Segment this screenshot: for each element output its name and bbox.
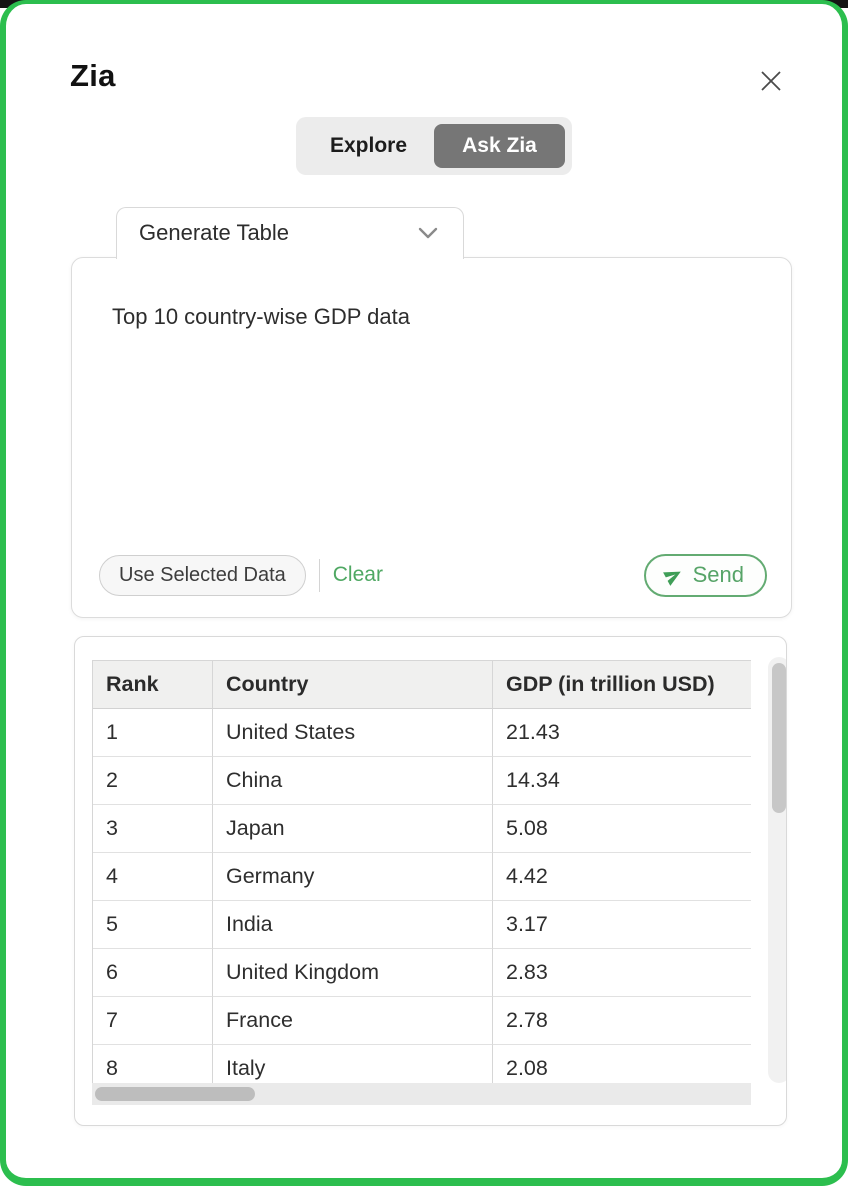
table-cell: United States [213, 709, 493, 757]
table-cell: Italy [213, 1045, 493, 1083]
generate-table-dropdown[interactable]: Generate Table [116, 207, 464, 259]
divider [318, 558, 320, 592]
generate-table-label: Generate Table [139, 219, 290, 245]
table-cell: 14.34 [493, 757, 751, 805]
use-selected-data-button[interactable]: Use Selected Data [99, 554, 306, 596]
table-cell: United Kingdom [213, 949, 493, 997]
chevron-down-icon [417, 226, 439, 240]
table-header-cell: Rank [93, 661, 213, 709]
vertical-scrollbar[interactable] [768, 657, 786, 1083]
table-cell: 5.08 [493, 805, 751, 853]
clear-button[interactable]: Clear [332, 563, 383, 586]
prompt-input[interactable]: Top 10 country-wise GDP data Use Selecte… [71, 257, 792, 618]
table-cell: 2.83 [493, 949, 751, 997]
result-table-clip: Rank Country GDP (in trillion USD) 1 United … [92, 660, 751, 1083]
tab-ask-zia[interactable]: Ask Zia [434, 124, 565, 168]
vertical-scrollbar-thumb[interactable] [772, 663, 786, 813]
table-header-cell: Country [213, 661, 493, 709]
table-cell: 3 [93, 805, 213, 853]
table-cell: 5 [93, 901, 213, 949]
send-button[interactable]: Send [643, 553, 767, 597]
table-cell: 2.78 [493, 997, 751, 1045]
table-cell: 7 [93, 997, 213, 1045]
send-icon [662, 565, 684, 586]
result-table-card: Rank Country GDP (in trillion USD) 1 United … [74, 636, 787, 1126]
prompt-controls: Use Selected Data Clear Send [99, 553, 767, 597]
table-cell: 21.43 [493, 709, 751, 757]
close-icon [758, 68, 784, 94]
prompt-text: Top 10 country-wise GDP data [112, 304, 410, 329]
table-cell: 4.42 [493, 853, 751, 901]
table-cell: Japan [213, 805, 493, 853]
table-header-cell: GDP (in trillion USD) [493, 661, 751, 709]
table-cell: 2 [93, 757, 213, 805]
send-label: Send [692, 562, 744, 587]
table-cell: Germany [213, 853, 493, 901]
table-cell: 6 [93, 949, 213, 997]
table-cell: 1 [93, 709, 213, 757]
table-cell: France [213, 997, 493, 1045]
table-cell: 8 [93, 1045, 213, 1083]
table-cell: India [213, 901, 493, 949]
table-cell: 2.08 [493, 1045, 751, 1083]
table-cell: 4 [93, 853, 213, 901]
result-table: Rank Country GDP (in trillion USD) 1 United … [92, 660, 751, 1083]
table-cell: China [213, 757, 493, 805]
mode-toggle: Explore Ask Zia [296, 117, 572, 175]
close-button[interactable] [752, 62, 790, 100]
horizontal-scrollbar-thumb[interactable] [95, 1087, 255, 1101]
page-title: Zia [70, 58, 116, 93]
table-cell: 3.17 [493, 901, 751, 949]
horizontal-scrollbar[interactable] [92, 1083, 751, 1105]
tab-explore[interactable]: Explore [303, 124, 434, 168]
